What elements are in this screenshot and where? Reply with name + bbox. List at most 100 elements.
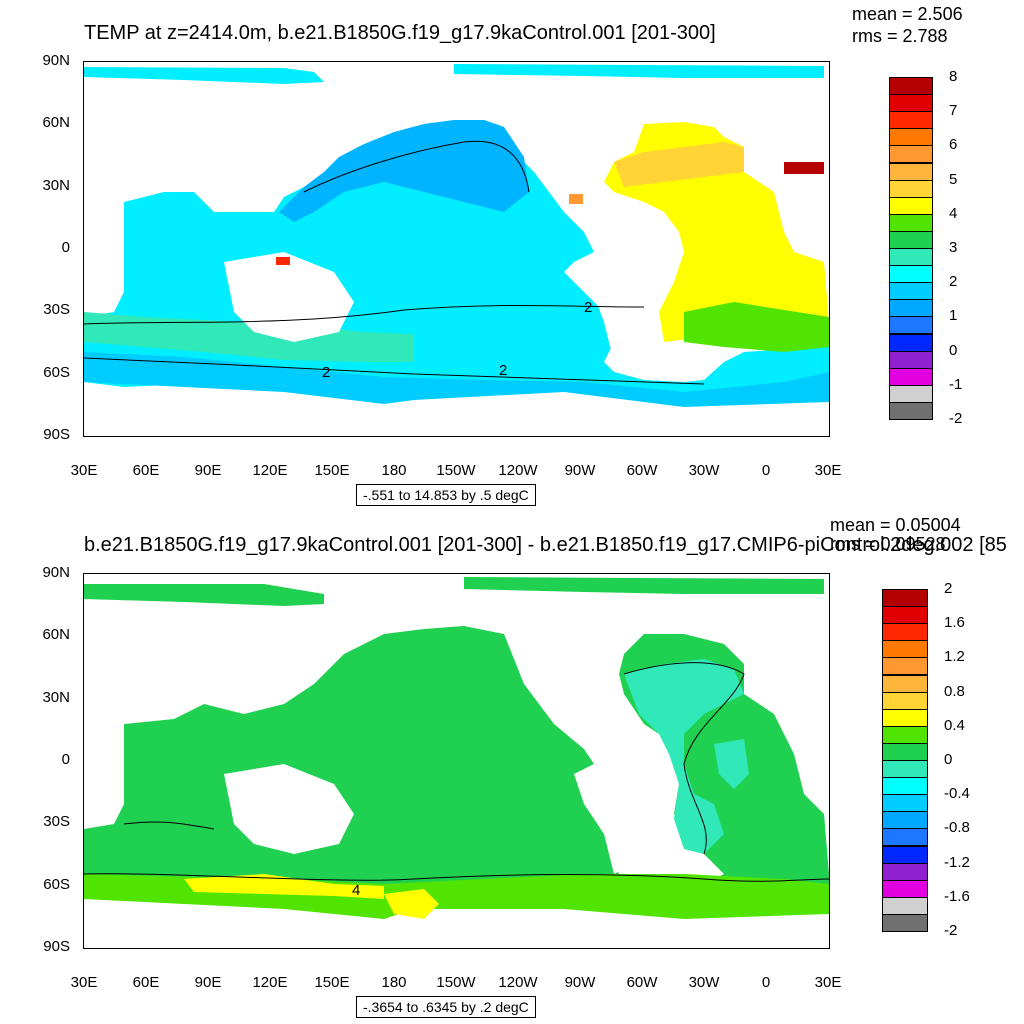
top-colorbar-label: 7 [949, 102, 958, 120]
top-map: 2 2 2 [83, 61, 830, 437]
top-colorbar-label: 4 [949, 204, 958, 222]
bottom-lon-60w: 60W [626, 974, 658, 991]
top-lat-30n: 30N [42, 177, 70, 194]
bottom-lon-120e: 120E [252, 974, 288, 991]
bottom-lat-90n: 90N [42, 564, 70, 581]
bottom-map: 4 [83, 573, 830, 949]
bottom-colorbar-cell [882, 913, 928, 932]
bottom-contour-a [84, 873, 829, 882]
bottom-lat-90s: 90S [43, 938, 70, 955]
top-lat-60s: 60S [43, 364, 70, 381]
bottom-colorbar-label: -1.6 [944, 887, 970, 905]
top-colorbar-label: 1 [949, 307, 958, 325]
bottom-colorbar-cell [882, 708, 928, 727]
top-colorbar-label: 0 [949, 341, 958, 359]
bottom-colorbar-label: -1.2 [944, 853, 970, 871]
bottom-title: b.e21.B1850G.f19_g17.9kaControl.001 [201… [84, 534, 1007, 556]
top-colorbar-cell [889, 145, 933, 164]
bottom-contour-c [123, 821, 215, 830]
bottom-colorbar-label: -2 [944, 922, 958, 939]
top-colorbar-cell [889, 230, 933, 249]
bottom-colorbar-cell [882, 725, 928, 744]
top-map-field [84, 64, 829, 407]
bottom-east-atlantic-cyan [714, 739, 749, 789]
bottom-colorbar-cell [882, 794, 928, 813]
top-colorbar: 8 7 6 5 4 3 2 1 0 -1 -2 [889, 68, 962, 427]
bottom-colorbar-label: -0.8 [944, 819, 970, 837]
top-colorbar-label: -1 [949, 375, 963, 393]
top-colorbar-cell [889, 367, 933, 386]
bottom-lon-150e: 150E [314, 974, 350, 991]
bottom-arctic-strip [84, 584, 324, 606]
bottom-land-south-america [589, 764, 664, 874]
bottom-map-field [84, 577, 829, 919]
bottom-colorbar-cell [882, 691, 928, 710]
top-lon-120e: 120E [252, 462, 288, 479]
top-southern-blue-band [84, 352, 829, 407]
top-lon-90e: 90E [194, 462, 222, 479]
top-colorbar-label: 2 [949, 273, 958, 291]
bottom-lon-180: 180 [381, 974, 407, 991]
bottom-mean: mean = 0.05004 [830, 515, 961, 535]
top-lon-30e: 30E [70, 462, 98, 479]
bottom-lon-120w: 120W [498, 974, 538, 991]
bottom-contour-label: 4 [352, 882, 361, 899]
top-north-atlantic-orange [614, 142, 744, 187]
bottom-lon-150w: 150W [436, 974, 476, 991]
top-southern-band [84, 312, 414, 362]
top-lon-90w: 90W [564, 462, 596, 479]
top-colorbar-cell [889, 282, 933, 301]
bottom-colorbar-label: 1.2 [944, 648, 965, 666]
top-colorbar-cell [889, 128, 933, 147]
top-lon-150w: 150W [436, 462, 476, 479]
top-colorbar-cell [889, 316, 933, 335]
bottom-colorbar-label: 1.6 [944, 614, 965, 632]
top-land-africa [84, 202, 124, 312]
top-colorbar-cell [889, 350, 933, 369]
top-colorbar-cell [889, 77, 933, 96]
bottom-lat-60n: 60N [42, 626, 70, 643]
top-lat-90s: 90S [43, 426, 70, 443]
top-colorbar-cell [889, 111, 933, 130]
bottom-range-box: -.3654 to .6345 by .2 degC [356, 996, 536, 1018]
top-colorbar-cell [889, 213, 933, 232]
top-contour-2a [84, 304, 645, 325]
top-colorbar-cell [889, 333, 933, 352]
bottom-land-australia [224, 764, 354, 854]
top-range-box: -.551 to 14.853 by .5 degC [356, 484, 536, 506]
bottom-colorbar-cell [882, 606, 928, 625]
bottom-colorbar-cell [882, 657, 928, 676]
bottom-panel: b.e21.B1850G.f19_g17.9kaControl.001 [201… [0, 512, 1024, 1024]
bottom-lon-0: 0 [761, 974, 771, 991]
bottom-colorbar-label: 0 [944, 751, 953, 768]
top-contour-label-1: 2 [584, 299, 593, 316]
bottom-colorbar-cell [882, 862, 928, 881]
bottom-atlantic-cyan [624, 659, 744, 854]
bottom-colorbar-cell [882, 879, 928, 898]
top-lon-30w: 30W [688, 462, 720, 479]
bottom-colorbar-cell [882, 777, 928, 796]
top-mean: mean = 2.506 [852, 4, 963, 24]
top-colorbar-label: 6 [949, 136, 958, 154]
bottom-contour-b [623, 662, 745, 855]
top-south-atlantic-green [684, 302, 829, 352]
bottom-lat-60s: 60S [43, 876, 70, 893]
bottom-colorbar-cell [882, 896, 928, 915]
bottom-colorbar-cell [882, 640, 928, 659]
top-lon-0: 0 [761, 462, 771, 479]
bottom-colorbar-cell [882, 760, 928, 779]
bottom-colorbar-cell [882, 623, 928, 642]
top-colorbar-label: 5 [949, 170, 958, 188]
bottom-colorbar-cell [882, 589, 928, 608]
bottom-lat-30s: 30S [43, 813, 70, 830]
bottom-rms: rms = 0.09528 [830, 534, 946, 554]
bottom-southern-yellow-2 [384, 889, 439, 919]
top-lon-30e-end: 30E [814, 462, 842, 479]
top-colorbar-label: 3 [949, 239, 958, 256]
top-colorbar-cell [889, 196, 933, 215]
bottom-colorbar: 2 1.6 1.2 0.8 0.4 0 -0.4 -0.8 -1.2 -1.6 -2 [882, 580, 970, 939]
bottom-colorbar-cell [882, 742, 928, 761]
bottom-lon-30e-end: 30E [814, 974, 842, 991]
top-colorbar-cell [889, 384, 933, 403]
top-lat-0: 0 [61, 239, 70, 256]
